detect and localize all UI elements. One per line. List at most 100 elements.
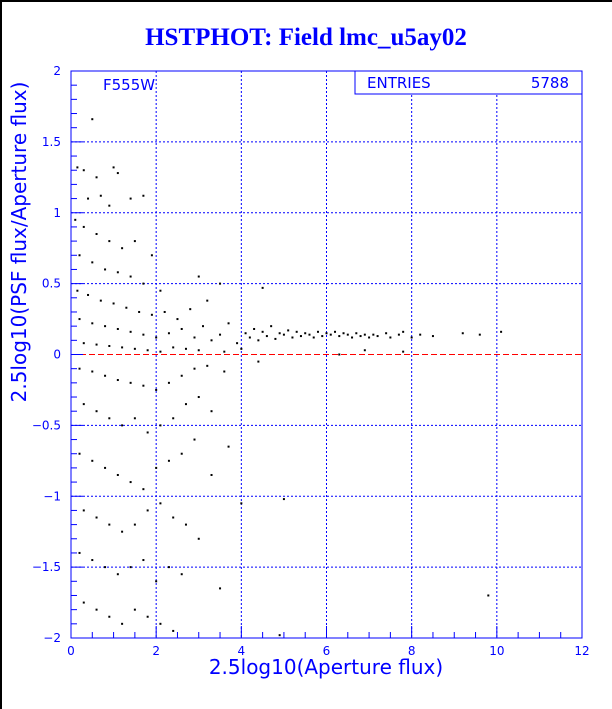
data-point bbox=[389, 336, 392, 339]
data-point bbox=[91, 261, 94, 264]
data-point bbox=[206, 364, 209, 367]
data-point bbox=[155, 336, 158, 339]
data-point bbox=[172, 516, 175, 519]
data-point bbox=[282, 498, 285, 501]
data-point bbox=[487, 594, 490, 597]
data-point bbox=[308, 333, 311, 336]
data-point bbox=[95, 343, 98, 346]
data-point bbox=[95, 516, 98, 519]
data-point bbox=[172, 629, 175, 632]
data-point bbox=[133, 347, 136, 350]
data-point bbox=[142, 488, 145, 491]
data-point bbox=[108, 240, 111, 243]
data-point bbox=[146, 615, 149, 618]
data-point bbox=[104, 374, 107, 377]
data-point bbox=[104, 325, 107, 328]
data-point bbox=[270, 325, 273, 328]
data-point bbox=[91, 459, 94, 462]
data-point bbox=[91, 370, 94, 373]
x-tick-labels: 0 2 4 6 8 10 12 bbox=[67, 644, 589, 658]
data-point bbox=[116, 573, 119, 576]
data-point bbox=[108, 204, 111, 207]
data-point bbox=[82, 403, 85, 406]
chart-title: HSTPHOT: Field lmc_u5ay02 bbox=[145, 24, 467, 51]
data-point bbox=[150, 313, 153, 316]
data-point bbox=[257, 360, 260, 363]
data-point bbox=[91, 118, 94, 121]
data-point bbox=[227, 445, 230, 448]
data-point bbox=[287, 329, 290, 332]
data-point bbox=[159, 622, 162, 625]
data-point bbox=[202, 325, 205, 328]
data-point bbox=[304, 332, 307, 335]
data-point bbox=[419, 333, 422, 336]
data-point bbox=[478, 333, 481, 336]
data-point bbox=[82, 601, 85, 604]
data-point bbox=[133, 240, 136, 243]
data-point bbox=[142, 194, 145, 197]
data-point bbox=[184, 523, 187, 526]
stats-box bbox=[354, 70, 583, 95]
x-tick-label: 4 bbox=[238, 644, 246, 658]
y-tick-label: 0.5 bbox=[42, 277, 61, 291]
data-point bbox=[129, 330, 132, 333]
data-point bbox=[116, 379, 119, 382]
data-point bbox=[146, 431, 149, 434]
data-point bbox=[163, 310, 166, 313]
data-point bbox=[402, 330, 405, 333]
data-point bbox=[129, 481, 132, 484]
data-point bbox=[121, 346, 124, 349]
data-point bbox=[197, 275, 200, 278]
data-point bbox=[108, 344, 111, 347]
data-point bbox=[334, 330, 337, 333]
data-point bbox=[376, 335, 379, 338]
data-point bbox=[197, 396, 200, 399]
data-point bbox=[240, 502, 243, 505]
data-point bbox=[99, 299, 102, 302]
data-point bbox=[346, 333, 349, 336]
data-point bbox=[142, 384, 145, 387]
data-point bbox=[180, 327, 183, 330]
data-point bbox=[316, 330, 319, 333]
data-point bbox=[321, 335, 324, 338]
data-point bbox=[87, 293, 90, 296]
data-point bbox=[368, 336, 371, 339]
data-point bbox=[342, 332, 345, 335]
data-point bbox=[95, 233, 98, 236]
x-tick-label: 10 bbox=[489, 644, 504, 658]
data-point bbox=[95, 176, 98, 179]
data-point bbox=[197, 537, 200, 540]
data-points bbox=[74, 118, 503, 637]
data-point bbox=[95, 608, 98, 611]
data-point bbox=[155, 388, 158, 391]
data-point bbox=[108, 417, 111, 420]
data-point bbox=[133, 523, 136, 526]
data-point bbox=[265, 335, 268, 338]
data-point bbox=[338, 335, 341, 338]
data-point bbox=[133, 417, 136, 420]
data-point bbox=[193, 367, 196, 370]
data-point bbox=[155, 466, 158, 469]
data-point bbox=[146, 349, 149, 352]
data-point bbox=[223, 370, 226, 373]
data-point bbox=[295, 330, 298, 333]
data-point bbox=[159, 424, 162, 427]
data-point bbox=[338, 353, 341, 356]
data-point bbox=[180, 452, 183, 455]
data-point bbox=[172, 346, 175, 349]
x-axis-title: 2.5log10(Aperture flux) bbox=[209, 655, 443, 679]
data-point bbox=[108, 615, 111, 618]
data-point bbox=[410, 336, 413, 339]
data-point bbox=[142, 559, 145, 562]
data-point bbox=[210, 410, 213, 413]
data-point bbox=[240, 347, 243, 350]
data-point bbox=[176, 318, 179, 321]
data-point bbox=[184, 347, 187, 350]
data-point bbox=[99, 194, 102, 197]
data-point bbox=[78, 318, 81, 321]
axis-ticks bbox=[70, 70, 583, 639]
data-point bbox=[121, 622, 124, 625]
data-point bbox=[189, 308, 192, 311]
